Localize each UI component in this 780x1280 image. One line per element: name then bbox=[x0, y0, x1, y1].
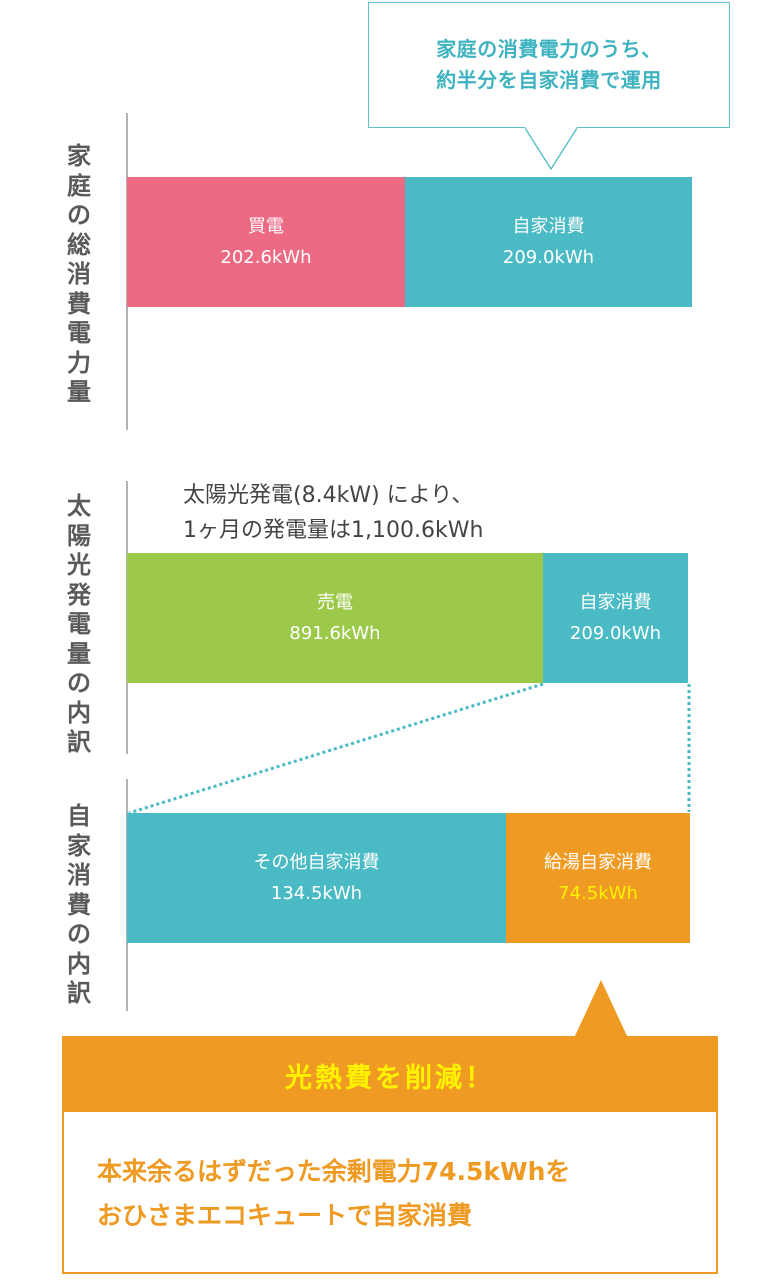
section-label-total: 家庭の総消費電力量 bbox=[67, 142, 91, 406]
bar-buy-power: 買電 202.6kWh bbox=[127, 177, 405, 307]
bar-self-consumption-solar-label: 自家消費 bbox=[579, 592, 652, 613]
callout-title: 光熱費を削減！ bbox=[62, 1036, 718, 1114]
bar-hot-water-value: 74.5kWh bbox=[558, 883, 638, 904]
solar-generation-note: 太陽光発電(8.4kW) により、 1ヶ月の発電量は1,100.6kWh bbox=[183, 478, 483, 548]
bubble-line-1: 家庭の消費電力のうち、 bbox=[436, 37, 662, 61]
section-label-self: 自家消費の内訳 bbox=[67, 802, 91, 1007]
bar-sell-power: 売電 891.6kWh bbox=[127, 553, 543, 683]
bar-buy-power-label: 買電 bbox=[248, 216, 284, 237]
bar-self-consumption-solar-value: 209.0kWh bbox=[569, 623, 662, 644]
summary-speech-bubble: 家庭の消費電力のうち、 約半分を自家消費で運用 bbox=[368, 2, 730, 128]
bar-hot-water-label: 給湯自家消費 bbox=[544, 852, 652, 873]
bubble-tail-icon bbox=[525, 127, 577, 170]
bar-sell-power-value: 891.6kWh bbox=[289, 623, 381, 644]
bar-self-consumption-total-label: 自家消費 bbox=[512, 216, 585, 237]
solar-note-line-2: 1ヶ月の発電量は1,100.6kWh bbox=[183, 518, 484, 543]
bar-sell-power-label: 売電 bbox=[317, 592, 353, 613]
bar-self-consumption-solar: 自家消費 209.0kWh bbox=[543, 553, 688, 683]
bar-other-self-consumption: その他自家消費 134.5kWh bbox=[127, 813, 506, 943]
callout-body: 本来余るはずだった余剰電力74.5kWhを おひさまエコキュートで自家消費 bbox=[62, 1112, 718, 1274]
callout-line-1: 本来余るはずだった余剰電力74.5kWhを bbox=[97, 1157, 571, 1186]
bar-self-consumption-total-value: 209.0kWh bbox=[502, 247, 595, 268]
bar-hot-water-self-consumption: 給湯自家消費 74.5kWh bbox=[506, 813, 690, 943]
callout-line-2: おひさまエコキュートで自家消費 bbox=[97, 1201, 473, 1230]
solar-note-line-1: 太陽光発電(8.4kW) により、 bbox=[183, 483, 474, 508]
bar-self-consumption-total: 自家消費 209.0kWh bbox=[405, 177, 692, 307]
bar-other-self-consumption-label: その他自家消費 bbox=[253, 852, 380, 873]
section-label-solar: 太陽光発電量の内訳 bbox=[67, 492, 91, 756]
bar-other-self-consumption-value: 134.5kWh bbox=[270, 883, 363, 904]
callout-pointer-icon bbox=[574, 980, 628, 1038]
bar-buy-power-value: 202.6kWh bbox=[220, 247, 312, 268]
bubble-line-2: 約半分を自家消費で運用 bbox=[436, 68, 662, 92]
